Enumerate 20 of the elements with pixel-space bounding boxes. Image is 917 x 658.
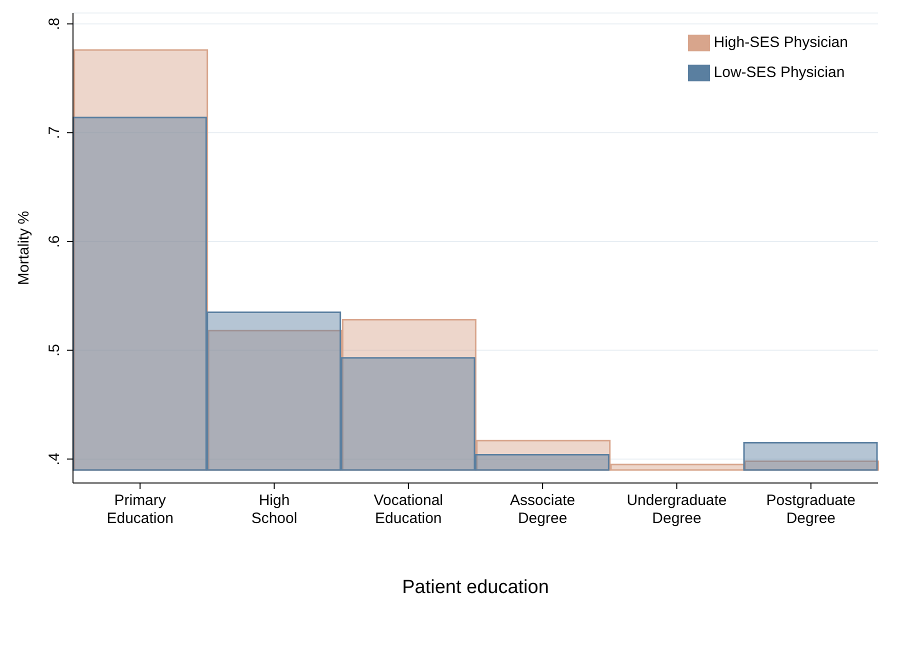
bar bbox=[743, 442, 878, 471]
y-axis-title: Mortality % bbox=[15, 210, 32, 286]
bar bbox=[340, 357, 476, 471]
y-tick-label: .5 bbox=[46, 344, 63, 357]
x-tick-label: Vocational Education bbox=[374, 492, 444, 527]
x-tick-label: Primary Education bbox=[106, 492, 174, 527]
x-axis-title: Patient education bbox=[402, 577, 549, 598]
y-tick-label: .7 bbox=[46, 126, 63, 139]
legend-label: High-SES Physician bbox=[714, 34, 848, 51]
y-tick-label: .6 bbox=[46, 235, 63, 248]
y-tick-label: .8 bbox=[46, 18, 63, 30]
x-tick-label: High School bbox=[251, 492, 298, 527]
x-tick-label: Postgraduate Degree bbox=[766, 492, 856, 527]
bar bbox=[72, 116, 207, 471]
y-tick-label: .4 bbox=[46, 452, 63, 466]
bar bbox=[474, 454, 610, 471]
x-tick-label: Undergraduate Degree bbox=[626, 492, 727, 527]
bar bbox=[610, 464, 745, 471]
legend-label: Low-SES Physician bbox=[714, 64, 845, 81]
x-tick-label: Associate Degree bbox=[510, 492, 576, 527]
